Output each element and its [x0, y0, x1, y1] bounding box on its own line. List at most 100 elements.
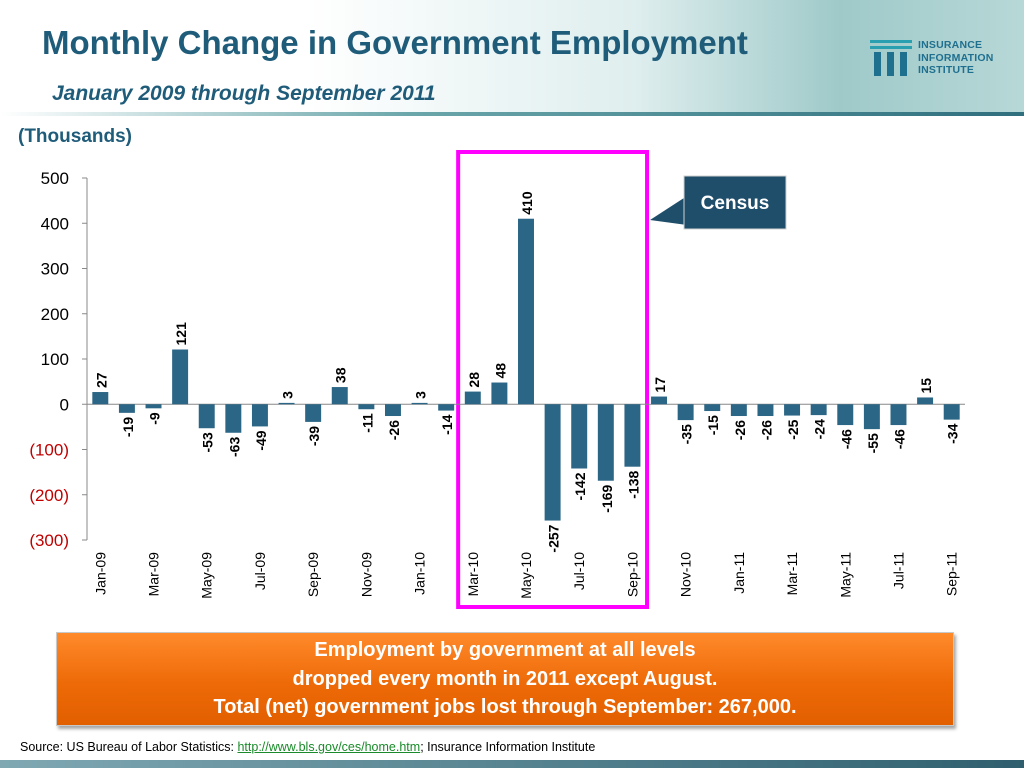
x-tick-label: Sep-09 [305, 552, 321, 597]
bar-value-label: -26 [758, 420, 774, 440]
bar-value-label: -24 [812, 419, 828, 439]
x-tick-label: Jan-09 [92, 552, 108, 595]
bar [278, 402, 295, 405]
bar [597, 404, 614, 481]
bar [837, 404, 854, 426]
bar-value-label: -15 [705, 415, 721, 435]
bar [890, 404, 907, 426]
logo-line: INSTITUTE [918, 64, 975, 76]
x-tick-label: May-10 [518, 552, 534, 599]
bar [544, 404, 561, 521]
source-suffix: ; Insurance Information Institute [420, 740, 596, 754]
y-axis-units-label: (Thousands) [18, 126, 132, 147]
bar [438, 404, 455, 411]
bls-source-link[interactable]: http://www.bls.gov/ces/home.htm [237, 740, 421, 754]
bar-value-label: 410 [519, 191, 535, 215]
summary-callout-box: Employment by government at all levels d… [56, 632, 954, 726]
bar [305, 404, 322, 422]
logo-text: INSURANCE INFORMATION INSTITUTE [918, 39, 994, 77]
highlight-box-mar10-sep10 [456, 150, 650, 609]
bar-value-label: -142 [572, 472, 588, 500]
y-tick-label: (300) [29, 531, 69, 550]
bar-value-label: -257 [546, 524, 562, 552]
header-rule [0, 112, 1024, 116]
bar [331, 387, 348, 405]
bar [92, 392, 109, 405]
callout-line-3: Total (net) government jobs lost through… [213, 696, 797, 718]
x-tick-label: Mar-10 [465, 552, 481, 597]
bar [757, 404, 774, 417]
bar [863, 404, 880, 430]
bar [198, 404, 215, 429]
y-tick-label: (200) [29, 486, 69, 505]
x-tick-label: Jul-11 [890, 552, 906, 589]
y-tick-label: 400 [41, 214, 69, 233]
bar [624, 404, 641, 467]
bar [571, 404, 588, 469]
bar-value-label: -11 [359, 413, 375, 433]
x-tick-label: Jul-10 [571, 552, 587, 590]
bar [172, 349, 189, 405]
y-tick-label: 200 [41, 305, 69, 324]
bar-value-label: -35 [679, 424, 695, 444]
bar-value-label: -169 [599, 485, 615, 513]
bar [358, 404, 375, 410]
bar-value-label: 3 [413, 391, 429, 399]
bar-value-label: -46 [838, 429, 854, 449]
y-tick-label: 100 [41, 350, 69, 369]
bar [704, 404, 721, 412]
slide-subtitle: January 2009 through September 2011 [52, 82, 436, 105]
bar [518, 218, 534, 405]
bar [491, 382, 508, 405]
summary-callout: Employment by government at all levels d… [56, 632, 954, 728]
x-tick-label: May-11 [837, 552, 853, 598]
bar [943, 404, 960, 420]
logo-line: INSURANCE [918, 39, 983, 51]
bar-value-label: 121 [173, 322, 189, 346]
y-tick-label: (100) [29, 441, 69, 460]
x-tick-label: Sep-11 [944, 552, 960, 596]
bar-value-label: 28 [466, 372, 482, 388]
bar [251, 404, 268, 427]
bar-value-label: -63 [226, 437, 242, 457]
x-tick-label: May-09 [199, 552, 215, 599]
bar-value-label: 27 [93, 372, 109, 388]
bar [730, 404, 747, 417]
x-tick-label: Mar-11 [784, 552, 800, 596]
bar-value-label: -25 [785, 419, 801, 439]
bar [118, 404, 135, 413]
bar-value-label: -26 [386, 420, 402, 440]
source-note: Source: US Bureau of Labor Statistics: h… [20, 740, 595, 754]
bar-value-label: -26 [732, 420, 748, 440]
bar-value-label: 3 [280, 391, 296, 399]
census-callout-label: Census [701, 193, 770, 214]
x-tick-label: Nov-10 [678, 552, 694, 597]
census-callout-box [683, 175, 787, 230]
bar [464, 391, 481, 405]
source-prefix: Source: US Bureau of Labor Statistics: [20, 740, 238, 754]
bar [651, 396, 668, 405]
footer-bar [0, 760, 1024, 768]
bar-value-label: -34 [945, 423, 961, 443]
bar-value-label: -53 [200, 432, 216, 452]
x-tick-label: Mar-09 [146, 552, 162, 597]
bar [784, 404, 801, 416]
iii-logo-icon [870, 40, 912, 76]
bar-value-label: -55 [865, 433, 881, 453]
bar [677, 404, 694, 421]
callout-line-2: dropped every month in 2011 except Augus… [292, 668, 718, 690]
bar [145, 404, 162, 409]
bar [411, 402, 428, 405]
slide-title: Monthly Change in Government Employment [42, 24, 748, 61]
bar-value-label: -46 [891, 429, 907, 449]
bar-value-label: -138 [625, 470, 641, 498]
bar-value-label: -14 [439, 414, 455, 434]
y-tick-label: 500 [41, 169, 69, 188]
header-band [0, 0, 1024, 112]
bar-value-label: -9 [147, 412, 163, 425]
bar [225, 404, 242, 433]
census-callout-pointer [650, 196, 687, 225]
bar-value-label: -39 [306, 426, 322, 446]
insurance-information-institute-logo: INSURANCE INFORMATION INSTITUTE [868, 38, 1018, 80]
y-tick-label: 0 [60, 395, 69, 414]
